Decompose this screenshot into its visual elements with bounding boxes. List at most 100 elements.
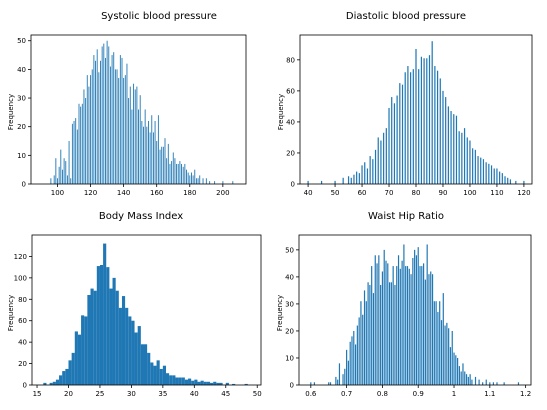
histogram-bar <box>478 379 480 385</box>
histogram-bar <box>442 90 444 184</box>
axes-group: 0.6 0.7 0.8 0.9 1 1.1 1.2 0 10 20 30 40 50 <box>285 246 531 398</box>
histogram-bar <box>458 366 460 385</box>
histogram-bar <box>50 178 52 184</box>
histogram-bar <box>77 334 82 385</box>
histogram-bar <box>393 103 396 184</box>
diastolic-histogram: Diastolic blood pressure Frequency 40 50 6… <box>277 11 533 197</box>
histogram-bar <box>85 98 87 184</box>
histogram-bar <box>101 46 103 184</box>
histogram-bar <box>78 103 80 184</box>
histogram-bar <box>106 267 110 385</box>
histogram-bar <box>96 49 98 185</box>
histogram-bar <box>206 381 211 385</box>
histogram-bar <box>131 109 133 184</box>
histogram-bar <box>210 382 214 385</box>
histogram-bar <box>159 149 161 184</box>
histogram-bar <box>347 176 350 184</box>
histogram-bar <box>439 301 441 385</box>
y-tick-label: 30 <box>17 95 26 103</box>
histogram-bar <box>112 277 116 385</box>
histogram-bar <box>49 382 53 385</box>
histogram-bar <box>383 249 385 385</box>
histogram-bar <box>140 344 144 385</box>
histogram-bar <box>353 174 355 184</box>
histogram-bar <box>515 180 517 184</box>
x-tick-label: 140 <box>117 189 130 197</box>
chart-title: Systolic blood pressure <box>101 11 217 22</box>
axes-group: 15 20 25 30 35 40 45 50 0 20 40 60 80 100 120 <box>14 253 262 398</box>
y-tick-label: 30 <box>285 300 294 308</box>
histogram-bar <box>162 146 164 184</box>
histogram-bar <box>65 368 69 385</box>
histogram-bar <box>453 114 455 184</box>
histogram-bar <box>428 274 430 385</box>
histogram-bar <box>197 178 199 184</box>
histogram-bar <box>53 175 55 184</box>
histogram-bar <box>187 172 189 184</box>
y-axis-label: Frequency <box>277 94 285 130</box>
histogram-bar <box>431 41 433 185</box>
histogram-bar <box>88 86 90 184</box>
histogram-bar <box>482 159 485 184</box>
histogram-bar <box>344 368 346 385</box>
histogram-bar <box>167 143 169 184</box>
histogram-bar <box>388 282 391 385</box>
y-tick-label: 40 <box>286 118 295 126</box>
histogram-bar <box>474 376 477 385</box>
histogram-bar <box>354 344 357 385</box>
x-tick-label: 1.2 <box>520 390 531 398</box>
x-tick-label: 100 <box>51 189 64 197</box>
histogram-bar <box>358 317 360 385</box>
histogram-bar <box>461 132 463 184</box>
y-tick-label: 20 <box>18 360 27 368</box>
histogram-bar <box>166 158 168 184</box>
histogram-bar <box>169 163 171 184</box>
histogram-bar <box>113 52 115 184</box>
histogram-bar <box>455 115 458 184</box>
histogram-bar <box>62 169 63 184</box>
histogram-bar <box>131 320 135 385</box>
x-tick-label: 200 <box>216 189 229 197</box>
histogram-bar <box>437 312 439 385</box>
histogram-bar <box>426 244 428 385</box>
histogram-bar <box>440 320 443 385</box>
histogram-bar <box>360 301 362 385</box>
histogram-bar <box>73 120 75 184</box>
histogram-bar <box>176 163 178 184</box>
histogram-bar <box>415 48 417 184</box>
histogram-bar <box>372 159 374 184</box>
histogram-bar <box>90 75 92 184</box>
histogram-bar <box>213 381 217 385</box>
diastolic-panel: Diastolic blood pressure Frequency 40 50 6… <box>273 0 547 203</box>
x-tick-label: 30 <box>127 390 136 398</box>
histogram-bar <box>480 157 482 184</box>
histogram-bar <box>209 181 211 184</box>
histogram-bar <box>364 162 366 184</box>
systolic-panel: Systolic blood pressure Frequency 100 120… <box>0 0 273 203</box>
histogram-bar <box>365 301 367 385</box>
histogram-bar <box>439 78 441 184</box>
histogram-bar <box>342 177 344 184</box>
histogram-bar <box>369 285 371 385</box>
histogram-bar <box>401 260 403 385</box>
histogram-bar <box>335 376 337 385</box>
bars-group <box>307 41 525 185</box>
histogram-bar <box>99 265 104 385</box>
histogram-bar <box>310 382 312 385</box>
histogram-bar <box>403 244 405 385</box>
bars-group <box>50 40 234 185</box>
histogram-bar <box>162 365 167 385</box>
histogram-bar <box>105 57 106 184</box>
histogram-bar <box>90 288 94 385</box>
y-tick-label: 40 <box>18 339 27 347</box>
histogram-bar <box>164 138 166 184</box>
histogram-bar <box>396 95 398 184</box>
histogram-bar <box>390 282 392 385</box>
histogram-bar <box>477 156 479 184</box>
histogram-bar <box>433 301 435 385</box>
axes-group: 100 120 140 160 180 200 0 10 20 30 40 50 <box>17 37 229 197</box>
histogram-bar <box>408 268 410 385</box>
y-tick-label: 10 <box>17 152 26 160</box>
histogram-bar <box>404 72 406 184</box>
histogram-bar <box>436 70 439 184</box>
